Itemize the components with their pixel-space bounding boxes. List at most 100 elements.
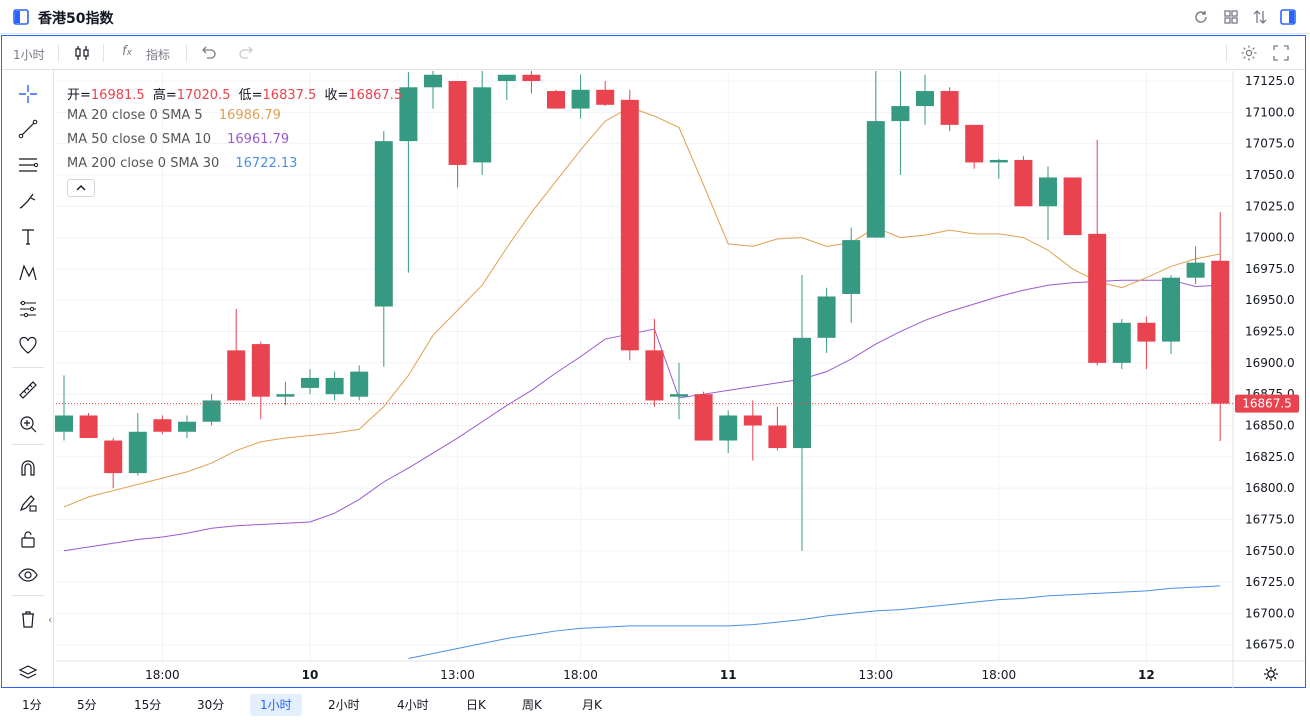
ma-label: MA 50 close 0 SMA 10: [67, 132, 211, 147]
timeframe-2[interactable]: 15分: [134, 698, 162, 712]
y-tick-label: 16850.0: [1245, 419, 1295, 433]
candle-body: [620, 99, 639, 351]
undo-icon[interactable]: [201, 46, 217, 60]
legend-collapse-button[interactable]: [67, 179, 95, 197]
indicators-button[interactable]: 指标: [146, 48, 171, 62]
candle-body: [350, 371, 369, 397]
text-tool-icon[interactable]: [17, 226, 39, 248]
timeframe-5[interactable]: 2小时: [328, 698, 360, 712]
timeframe-1[interactable]: 5分: [77, 698, 97, 712]
ma-value: 16722.13: [235, 156, 298, 171]
x-tick-label: 13:00: [859, 668, 894, 682]
magnet-icon[interactable]: [17, 457, 39, 479]
layers-icon[interactable]: [17, 662, 39, 684]
unlock-icon[interactable]: [17, 528, 39, 550]
y-tick-label: 16700.0: [1245, 606, 1295, 620]
candle-body: [522, 74, 541, 82]
x-tick-label: 18:00: [982, 668, 1017, 682]
candle-body: [325, 377, 344, 395]
candle-body: [1039, 177, 1057, 207]
candle-body: [793, 337, 811, 449]
candle-body: [571, 89, 590, 109]
timeframe-9[interactable]: 月K: [582, 698, 602, 712]
interval-selector[interactable]: 1小时: [13, 48, 45, 62]
candle-body: [301, 377, 319, 388]
refresh-icon[interactable]: [1193, 9, 1209, 25]
candle-body: [202, 400, 221, 422]
chart-settings-icon[interactable]: [1264, 667, 1278, 681]
ma-legend-200[interactable]: MA 200 close 0 SMA 30 16722.13: [67, 156, 301, 171]
candle-body: [448, 81, 467, 165]
candle-body: [1162, 277, 1180, 342]
sort-arrows-icon[interactable]: [1252, 9, 1268, 25]
sidebar-panel-icon[interactable]: [1280, 9, 1296, 25]
timeframe-4[interactable]: 1小时: [250, 694, 302, 716]
y-tick-label: 16800.0: [1245, 481, 1295, 495]
y-tick-label: 17000.0: [1245, 231, 1295, 245]
y-tick-label: 17100.0: [1245, 105, 1295, 119]
ma-legend-50[interactable]: MA 50 close 0 SMA 10 16961.79: [67, 132, 293, 147]
trend-line-icon[interactable]: [17, 118, 39, 140]
y-tick-label: 17075.0: [1245, 137, 1295, 151]
trash-icon[interactable]: [17, 608, 39, 630]
lock-pencil-icon[interactable]: [17, 492, 39, 514]
y-tick-label: 16975.0: [1245, 262, 1295, 276]
ma10-line: [63, 279, 1221, 552]
y-tick-label: 17050.0: [1245, 168, 1295, 182]
y-tick-label: 16925.0: [1245, 325, 1295, 339]
fullscreen-icon[interactable]: [1272, 44, 1290, 62]
grid-layout-icon[interactable]: [1223, 9, 1239, 25]
timeframe-0[interactable]: 1分: [22, 698, 42, 712]
candle-body: [916, 91, 934, 107]
y-tick-label: 16725.0: [1245, 575, 1295, 589]
toolbar-divider: [58, 44, 59, 62]
y-tick-label: 16750.0: [1245, 544, 1295, 558]
candle-body: [842, 240, 861, 294]
ma-value: 16986.79: [218, 108, 281, 123]
candle-body: [768, 425, 787, 449]
toolbar-divider: [103, 44, 104, 62]
tool-divider: [12, 367, 44, 368]
prediction-icon[interactable]: [17, 298, 39, 320]
candle-body: [670, 394, 688, 397]
candle-body: [178, 421, 196, 432]
candle-body: [399, 87, 418, 142]
x-tick-label: 10: [302, 668, 319, 682]
candle-body: [55, 415, 73, 432]
heart-icon[interactable]: [17, 334, 39, 356]
ma30-line: [408, 585, 1221, 659]
ma-legend-20[interactable]: MA 20 close 0 SMA 5 16986.79: [67, 108, 285, 123]
timeframe-7[interactable]: 日K: [466, 698, 486, 712]
ruler-icon[interactable]: [17, 379, 39, 401]
candle-body: [817, 296, 836, 338]
eye-icon[interactable]: [17, 564, 39, 586]
horizontal-lines-icon[interactable]: [17, 154, 39, 176]
candle-body: [153, 419, 172, 432]
zoom-in-icon[interactable]: [17, 413, 39, 435]
collapse-toolbar-icon[interactable]: ‹: [48, 613, 53, 626]
y-tick-label: 17025.0: [1245, 199, 1295, 213]
pattern-icon[interactable]: [17, 262, 39, 284]
candle-body: [891, 106, 910, 122]
ohlc-legend: 开=16981.5 高=17020.5 低=16837.5 收=16867.5: [67, 84, 406, 103]
timeframe-3[interactable]: 30分: [197, 698, 225, 712]
candle-body: [1112, 322, 1131, 363]
candle-body: [276, 394, 295, 397]
candlestick-icon[interactable]: [73, 44, 91, 62]
timeframe-8[interactable]: 周K: [522, 698, 542, 712]
candle-body: [424, 74, 442, 88]
crosshair-icon[interactable]: [17, 83, 39, 105]
candle-body: [989, 159, 1008, 163]
x-tick-label: 18:00: [145, 668, 180, 682]
open-label: 开=16981.5: [67, 88, 145, 103]
settings-gear-icon[interactable]: [1240, 44, 1258, 62]
y-tick-label: 17125.0: [1245, 74, 1295, 88]
candle-body: [940, 91, 959, 125]
brush-icon[interactable]: [17, 190, 39, 212]
candle-body: [1014, 159, 1033, 207]
redo-icon[interactable]: [238, 46, 254, 60]
y-tick-label: 16950.0: [1245, 293, 1295, 307]
fx-icon[interactable]: fx: [122, 44, 132, 59]
timeframe-6[interactable]: 4小时: [397, 698, 429, 712]
